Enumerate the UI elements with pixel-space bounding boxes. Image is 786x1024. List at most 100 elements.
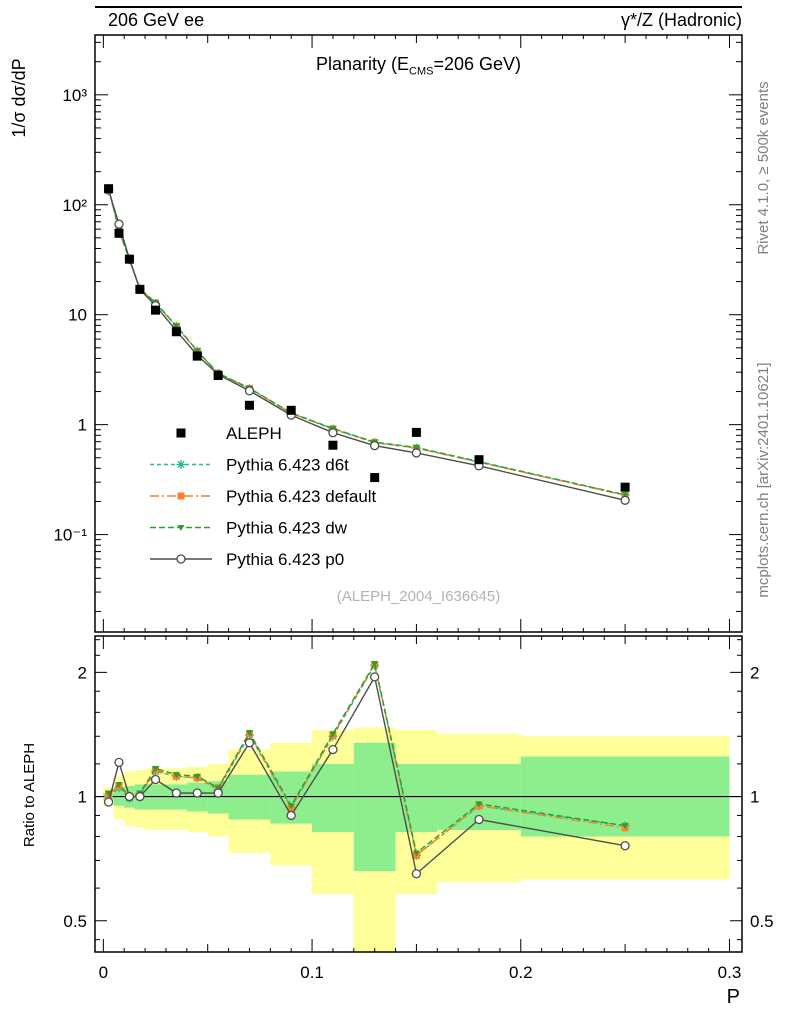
green-band-rect	[353, 742, 396, 872]
marker-circle-open	[286, 810, 296, 821]
ratio-frame-rect	[94, 635, 743, 953]
marker-square	[176, 428, 186, 438]
marker-circle-open	[124, 791, 135, 802]
main-y-tick-label: 10²	[62, 196, 87, 215]
header-process: γ*/Z (Hadronic)	[620, 10, 742, 30]
x-tick-label: 0.3	[718, 963, 742, 982]
marker-triangle-down	[329, 731, 337, 738]
main-line	[107, 189, 626, 501]
title-prefix: Planarity (E	[315, 54, 410, 74]
main-frame-rect	[94, 34, 743, 633]
series-aleph-data	[104, 184, 630, 492]
marker-square	[124, 254, 134, 264]
marker-triangle-down	[412, 444, 420, 451]
marker-triangle-down	[177, 525, 185, 531]
marker-circle-open	[114, 757, 124, 768]
marker-triangle-down	[371, 661, 379, 668]
legend: ALEPH Pythia 6.423 d6t Pythia 6.423 defaul…	[150, 424, 377, 569]
marker-square	[286, 405, 296, 415]
marker-circle-open	[244, 386, 255, 396]
title-subscript: CMS	[409, 65, 434, 78]
marker-circle-open	[474, 814, 484, 825]
marker-circle-open	[328, 428, 338, 438]
marker-triangle-down	[214, 785, 222, 792]
main-y-tick-label: 10⁻¹	[53, 526, 87, 545]
ratio-y-axis-label: Ratio to ALEPH	[21, 742, 38, 848]
ratio-y-tick-label-left: 2	[78, 663, 87, 682]
ratio-uncertainty-bands	[103, 727, 730, 952]
marker-triangle-down	[245, 729, 253, 736]
marker-triangle-down	[412, 850, 420, 857]
marker-circle-open	[103, 797, 114, 807]
main-y-tick-label: 10	[68, 306, 87, 325]
green-band-rect	[395, 763, 438, 833]
x-axis-label: P	[726, 986, 740, 1008]
marker-triangle-down	[172, 772, 180, 779]
marker-square	[244, 400, 254, 410]
rivet-version-label: Rivet 4.1.0, ≥ 500k events	[755, 81, 772, 255]
marker-triangle-down	[105, 790, 113, 797]
marker-triangle-down	[115, 781, 123, 788]
plot-title: Planarity (ECMS=206 GeV)	[95, 54, 742, 78]
marker-square	[135, 284, 145, 294]
marker-circle-open	[370, 672, 380, 682]
marker-square	[328, 440, 338, 450]
marker-circle-open	[620, 841, 630, 851]
marker-square	[213, 370, 223, 380]
marker-square	[474, 455, 484, 465]
marker-circle-open	[411, 869, 422, 879]
marker-asterisk	[177, 460, 185, 469]
analysis-id-watermark: (ALEPH_2004_I636645)	[336, 588, 501, 605]
main-y-tick-label: 1	[78, 416, 87, 435]
marker-circle-open	[150, 774, 161, 785]
marker-circle-open	[244, 738, 255, 748]
axis-tick-labels: 10³ 10² 10 1 10⁻¹ 2 2 1 1 0.5 0.5 0 0.1 0.2 0.3	[53, 86, 773, 982]
legend-label-dw: Pythia 6.423 dw	[226, 519, 348, 538]
marker-circle-open	[213, 788, 223, 798]
ratio-panel-frame	[94, 635, 743, 953]
marker-triangle-down	[287, 803, 295, 810]
marker-square	[104, 184, 114, 194]
x-tick-label: 0	[99, 963, 108, 982]
legend-label-d6t: Pythia 6.423 d6t	[226, 456, 349, 475]
main-y-tick-label: 10³	[62, 86, 87, 105]
ratio-y-tick-label-right: 0.5	[750, 912, 774, 931]
header-beam-energy: 206 GeV ee	[108, 10, 205, 30]
legend-label-default: Pythia 6.423 default	[226, 487, 377, 506]
marker-circle-open	[171, 788, 182, 798]
marker-circle-open	[370, 441, 380, 451]
green-band-rect	[312, 763, 354, 833]
top-rule	[95, 6, 742, 8]
main-y-axis-label: 1/σ dσ/dP	[9, 58, 29, 138]
main-panel-frame	[94, 34, 743, 633]
ratio-y-tick-label-right: 2	[750, 663, 759, 682]
x-tick-label: 0.2	[509, 963, 533, 982]
marker-square	[177, 492, 185, 500]
marker-triangle-down	[621, 492, 629, 499]
x-tick-label: 0.1	[300, 963, 324, 982]
marker-triangle-down	[193, 773, 201, 780]
legend-label-aleph: ALEPH	[226, 424, 282, 443]
marker-square	[370, 473, 380, 483]
marker-square	[114, 228, 124, 238]
ratio-y-tick-label-left: 0.5	[63, 912, 87, 931]
legend-label-p0: Pythia 6.423 p0	[226, 550, 344, 569]
marker-square	[192, 351, 202, 361]
marker-triangle-down	[621, 823, 629, 830]
marker-square	[171, 327, 181, 337]
marker-square	[411, 427, 421, 437]
marker-circle-open	[176, 554, 186, 564]
marker-triangle-down	[475, 801, 483, 808]
marker-circle-open	[620, 495, 630, 505]
marker-square	[620, 482, 630, 492]
main-line	[107, 188, 626, 497]
marker-circle-open	[135, 791, 145, 802]
marker-circle-open	[328, 744, 338, 755]
marker-circle-open	[114, 219, 124, 229]
marker-square	[151, 305, 161, 315]
marker-circle-open	[411, 448, 422, 458]
marker-triangle-down	[152, 765, 160, 772]
marker-circle-open	[192, 788, 202, 798]
mcplots-attribution-label: mcplots.cern.ch [arXiv:2401.10621]	[755, 362, 772, 598]
